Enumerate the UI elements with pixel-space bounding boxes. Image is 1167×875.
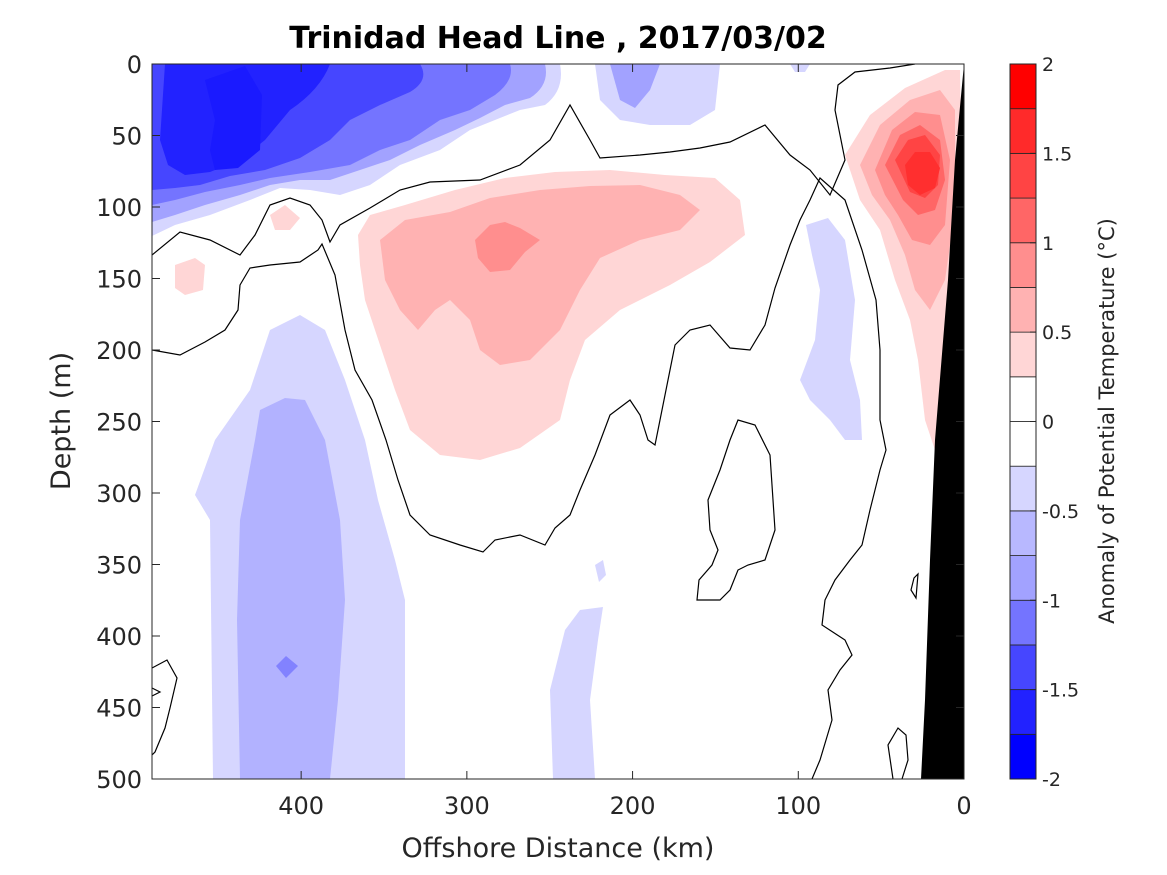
colorbar-tick-label: 2 (1042, 54, 1054, 76)
colorbar-tick-label: -1 (1042, 590, 1061, 612)
colorbar-segment (1009, 733, 1037, 780)
x-tick-label: 200 (610, 792, 656, 820)
x-tick-label: 400 (278, 792, 324, 820)
colorbar-segment (1009, 421, 1037, 467)
x-tick-label: 100 (775, 792, 821, 820)
zero-contour-lines (152, 64, 919, 779)
y-tick-label: 450 (96, 695, 142, 723)
region-cold-deep-column-inner (237, 398, 345, 779)
region-cold-level-6 (205, 66, 262, 170)
region-warm-left-fleck (175, 258, 205, 295)
colorbar-segment (1009, 644, 1037, 691)
colorbar-segment (1009, 465, 1037, 512)
colorbar-segment (1009, 689, 1037, 735)
region-cold-deep-column-spot (276, 656, 298, 678)
chart-title: Trinidad Head Line , 2017/03/02 (289, 21, 826, 56)
contour-line-tiny-1 (152, 687, 162, 697)
colorbar-tick-label: 1.5 (1042, 143, 1072, 165)
region-warm-level-2 (380, 185, 700, 365)
region-cold-inshore (800, 218, 862, 440)
colorbar-tick-label: -2 (1042, 769, 1061, 791)
region-warm-level-3 (475, 222, 540, 272)
colorbar-tick-label: -0.5 (1042, 501, 1079, 523)
contour-line-nearshore (887, 727, 909, 779)
colorbar-segment (1009, 152, 1037, 199)
region-warm-coastal-6 (905, 152, 940, 195)
region-cold-near-surface-mid-core (610, 64, 660, 108)
y-tick-label: 200 (96, 337, 142, 365)
contour-line-loop (696, 419, 776, 601)
colorbar (1009, 63, 1037, 780)
colorbar-segment (1009, 197, 1037, 244)
colorbar-ticks: -2 -1.5 -1 -0.5 0 0.5 1 1.5 2 (1030, 54, 1079, 791)
y-tick-label: 300 (96, 480, 142, 508)
colorbar-segment (1009, 242, 1037, 288)
x-tick-label: 0 (956, 792, 971, 820)
region-warm-small-fleck (270, 205, 300, 230)
colorbar-tick-label: -1.5 (1042, 680, 1079, 702)
y-tick-label: 350 (96, 552, 142, 580)
colorbar-tick-label: 0 (1042, 412, 1054, 434)
x-axis-ticks: 400 300 200 100 0 (278, 64, 972, 820)
contour-line-lower-left (152, 659, 178, 756)
region-cold-deep-mid-fleck (595, 560, 606, 582)
colorbar-segment (1009, 376, 1037, 422)
contour-line-tiny-2 (910, 572, 919, 600)
y-axis-label: Depth (m) (46, 352, 77, 490)
colorbar-segment (1009, 108, 1037, 154)
region-cold-near-surface-tiny (790, 64, 810, 72)
colorbar-tick-label: 0.5 (1042, 322, 1072, 344)
colorbar-segment (1009, 599, 1037, 646)
colorbar-segment (1009, 555, 1037, 601)
colorbar-segment (1009, 287, 1037, 333)
y-tick-label: 100 (96, 194, 142, 222)
y-tick-label: 500 (96, 766, 142, 794)
contour-line-middle (152, 177, 887, 779)
x-tick-label: 300 (444, 792, 490, 820)
colorbar-label: Anomaly of Potential Temperature (°C) (1095, 218, 1119, 624)
region-cold-deep-mid (550, 607, 603, 779)
y-tick-label: 50 (111, 123, 142, 151)
y-tick-label: 400 (96, 623, 142, 651)
contour-line-upper (152, 64, 916, 256)
colorbar-tick-label: 1 (1042, 233, 1054, 255)
y-tick-label: 250 (96, 409, 142, 437)
colorbar-segment (1009, 331, 1037, 378)
y-axis-ticks: 0 50 100 150 200 250 300 350 400 450 500 (96, 51, 964, 794)
x-axis-label: Offshore Distance (km) (402, 833, 715, 864)
colorbar-segment (1009, 63, 1037, 110)
bathymetry (921, 64, 964, 779)
y-tick-label: 150 (96, 266, 142, 294)
y-tick-label: 0 (127, 51, 142, 79)
colorbar-segment (1009, 510, 1037, 556)
